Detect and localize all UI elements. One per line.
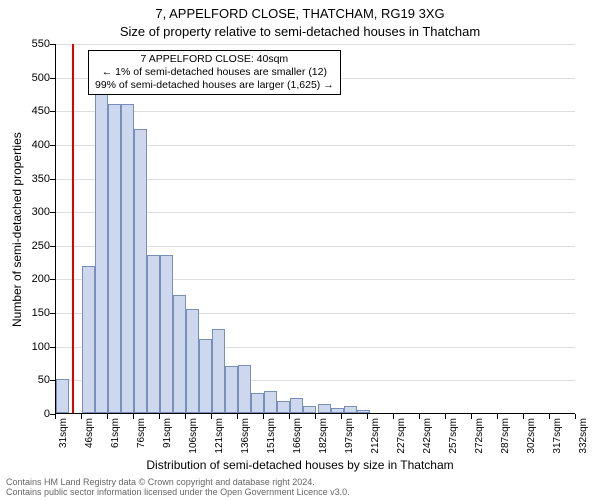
- histogram-bar: [264, 391, 277, 413]
- histogram-bar: [173, 295, 186, 413]
- y-tick-mark: [50, 380, 55, 381]
- histogram-bar: [121, 104, 134, 413]
- x-tick-mark: [185, 414, 186, 419]
- y-tick-mark: [50, 347, 55, 348]
- x-tick-mark: [211, 414, 212, 419]
- chart-title-sub: Size of property relative to semi-detach…: [0, 24, 600, 39]
- y-axis-label: Number of semi-detached properties: [10, 132, 24, 327]
- y-tick-label: 400: [10, 139, 50, 151]
- chart-title-main: 7, APPELFORD CLOSE, THATCHAM, RG19 3XG: [0, 6, 600, 21]
- x-tick-mark: [497, 414, 498, 419]
- y-tick-mark: [50, 212, 55, 213]
- x-tick-mark: [549, 414, 550, 419]
- y-tick-label: 200: [10, 273, 50, 285]
- annotation-line-1: 7 APPELFORD CLOSE: 40sqm: [95, 53, 334, 66]
- y-tick-label: 350: [10, 173, 50, 185]
- y-tick-label: 550: [10, 38, 50, 50]
- chart-container: 7, APPELFORD CLOSE, THATCHAM, RG19 3XG S…: [0, 0, 600, 500]
- x-tick-mark: [81, 414, 82, 419]
- y-tick-mark: [50, 78, 55, 79]
- y-tick-label: 450: [10, 105, 50, 117]
- histogram-bar: [225, 366, 238, 413]
- y-tick-mark: [50, 279, 55, 280]
- histogram-bar: [277, 401, 290, 413]
- footer-line-2: Contains public sector information licen…: [6, 488, 350, 498]
- x-tick-mark: [315, 414, 316, 419]
- histogram-bar: [56, 379, 69, 413]
- y-tick-mark: [50, 313, 55, 314]
- x-tick-mark: [341, 414, 342, 419]
- y-tick-label: 250: [10, 240, 50, 252]
- footer-attribution: Contains HM Land Registry data © Crown c…: [6, 478, 350, 498]
- y-tick-label: 500: [10, 72, 50, 84]
- histogram-bar: [160, 255, 173, 413]
- y-tick-label: 50: [10, 374, 50, 386]
- x-tick-mark: [159, 414, 160, 419]
- x-axis-label: Distribution of semi-detached houses by …: [0, 458, 600, 472]
- y-tick-mark: [50, 246, 55, 247]
- x-tick-mark: [237, 414, 238, 419]
- histogram-bar: [251, 393, 264, 413]
- histogram-bar: [134, 129, 147, 413]
- x-tick-mark: [107, 414, 108, 419]
- x-tick-mark: [367, 414, 368, 419]
- x-tick-mark: [289, 414, 290, 419]
- annotation-line-3: 99% of semi-detached houses are larger (…: [95, 79, 334, 92]
- histogram-bar: [303, 406, 316, 413]
- x-tick-mark: [575, 414, 576, 419]
- x-tick-mark: [55, 414, 56, 419]
- histogram-bar: [357, 410, 370, 413]
- x-tick-mark: [393, 414, 394, 419]
- y-tick-label: 300: [10, 206, 50, 218]
- y-tick-mark: [50, 44, 55, 45]
- y-tick-mark: [50, 111, 55, 112]
- plot-area: 7 APPELFORD CLOSE: 40sqm ← 1% of semi-de…: [55, 44, 575, 414]
- histogram-bar: [199, 339, 212, 413]
- y-tick-label: 0: [10, 408, 50, 420]
- histogram-bar: [108, 104, 121, 413]
- histogram-bar: [95, 77, 108, 413]
- grid-line: [56, 44, 575, 45]
- annotation-line-2: ← 1% of semi-detached houses are smaller…: [95, 66, 334, 79]
- y-tick-label: 150: [10, 307, 50, 319]
- x-tick-mark: [263, 414, 264, 419]
- histogram-bar: [186, 309, 199, 413]
- histogram-bar: [331, 408, 344, 413]
- histogram-bar: [290, 398, 303, 413]
- x-tick-mark: [523, 414, 524, 419]
- x-tick-mark: [133, 414, 134, 419]
- histogram-bar: [238, 365, 251, 413]
- y-tick-mark: [50, 179, 55, 180]
- histogram-bar: [82, 266, 95, 413]
- x-tick-mark: [445, 414, 446, 419]
- histogram-bar: [344, 406, 357, 413]
- histogram-bar: [318, 404, 331, 413]
- histogram-bar: [212, 329, 225, 413]
- y-tick-label: 100: [10, 341, 50, 353]
- histogram-bar: [147, 255, 160, 413]
- property-marker-line: [72, 44, 74, 413]
- annotation-box: 7 APPELFORD CLOSE: 40sqm ← 1% of semi-de…: [88, 50, 341, 95]
- x-tick-mark: [471, 414, 472, 419]
- x-tick-mark: [419, 414, 420, 419]
- y-tick-mark: [50, 145, 55, 146]
